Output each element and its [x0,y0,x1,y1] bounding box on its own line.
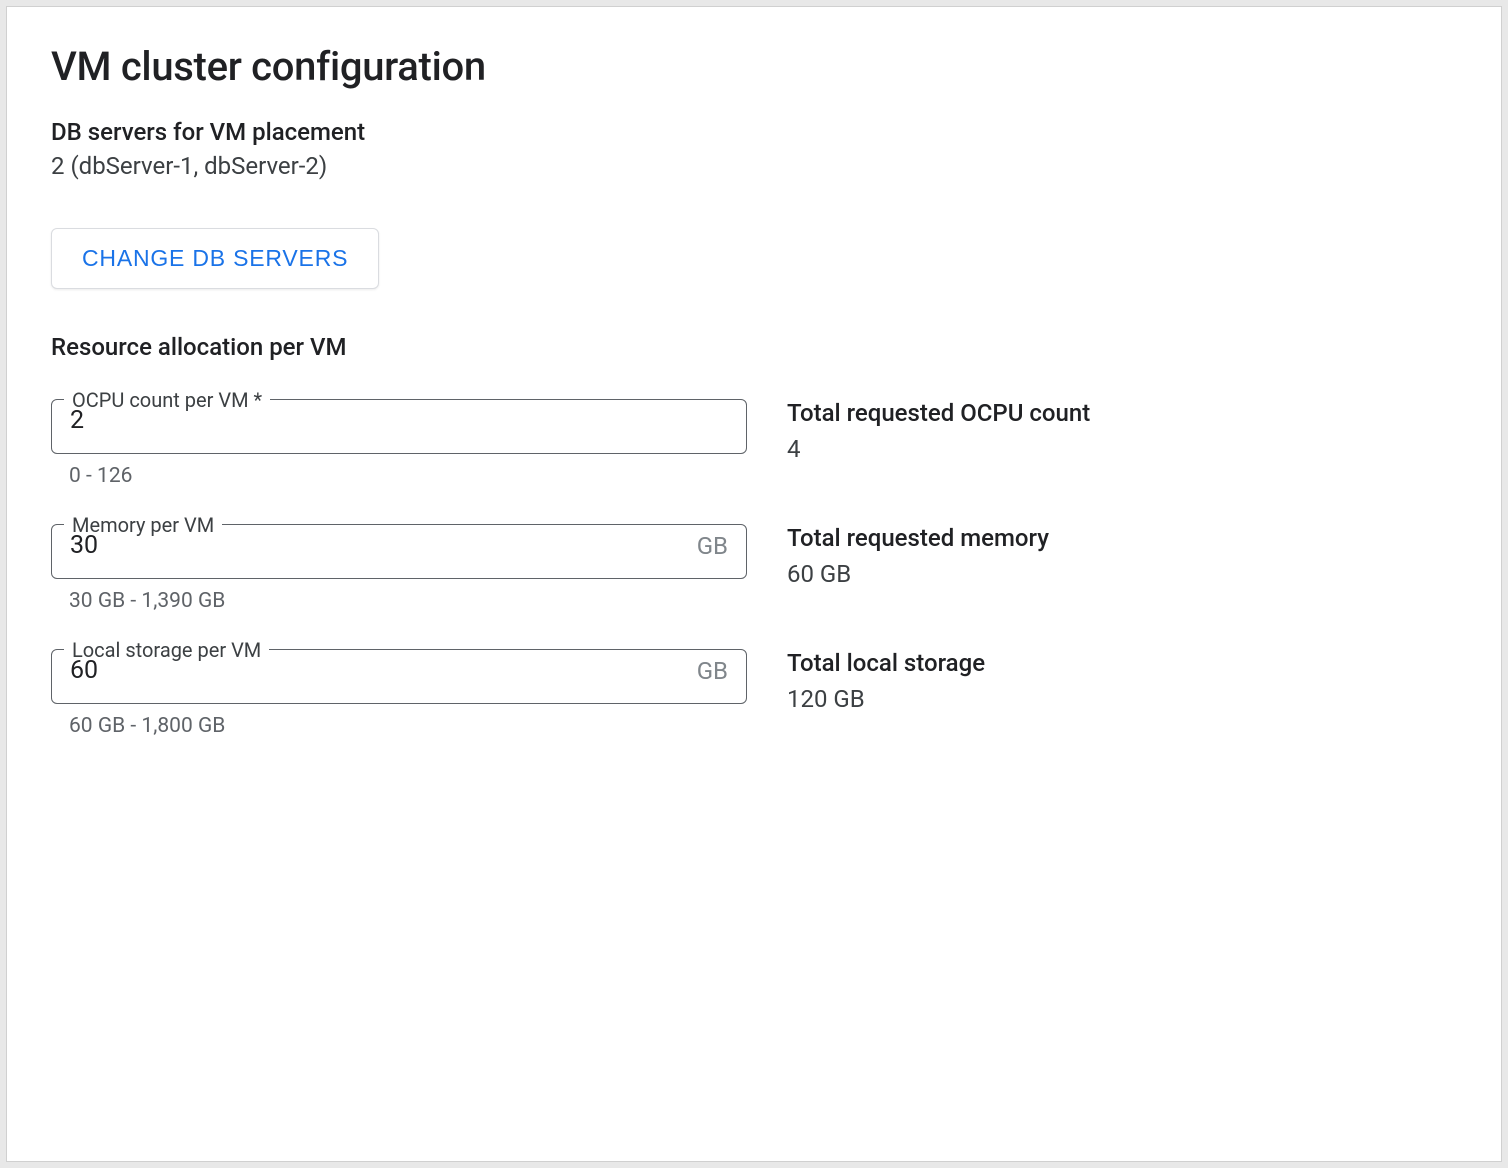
local-storage-helper: 60 GB - 1,800 GB [69,714,747,738]
local-storage-total-label: Total local storage [787,649,1457,677]
memory-fieldset: Memory per VM GB [51,524,747,579]
ocpu-helper: 0 - 126 [69,464,747,488]
memory-input[interactable] [70,531,685,560]
local-storage-total-value: 120 GB [787,685,1457,713]
memory-unit: GB [685,532,728,560]
ocpu-total-label: Total requested OCPU count [787,399,1457,427]
ocpu-fieldset: OCPU count per VM * [51,399,747,454]
change-db-servers-button[interactable]: CHANGE DB SERVERS [51,228,379,289]
local-storage-input[interactable] [70,656,685,685]
db-servers-value: 2 (dbServer-1, dbServer-2) [51,152,1457,180]
local-storage-row: Local storage per VM GB 60 GB - 1,800 GB… [51,649,1457,738]
db-servers-label: DB servers for VM placement [51,118,1457,146]
memory-total-value: 60 GB [787,560,1457,588]
memory-row: Memory per VM GB 30 GB - 1,390 GB Total … [51,524,1457,613]
memory-total-label: Total requested memory [787,524,1457,552]
vm-cluster-config-panel: VM cluster configuration DB servers for … [6,6,1502,1162]
ocpu-total-value: 4 [787,435,1457,463]
resource-allocation-title: Resource allocation per VM [51,333,1457,361]
ocpu-row: OCPU count per VM * 0 - 126 Total reques… [51,399,1457,488]
local-storage-fieldset: Local storage per VM GB [51,649,747,704]
section-title: VM cluster configuration [51,43,1457,90]
memory-helper: 30 GB - 1,390 GB [69,589,747,613]
ocpu-input[interactable] [70,406,728,435]
local-storage-unit: GB [685,657,728,685]
